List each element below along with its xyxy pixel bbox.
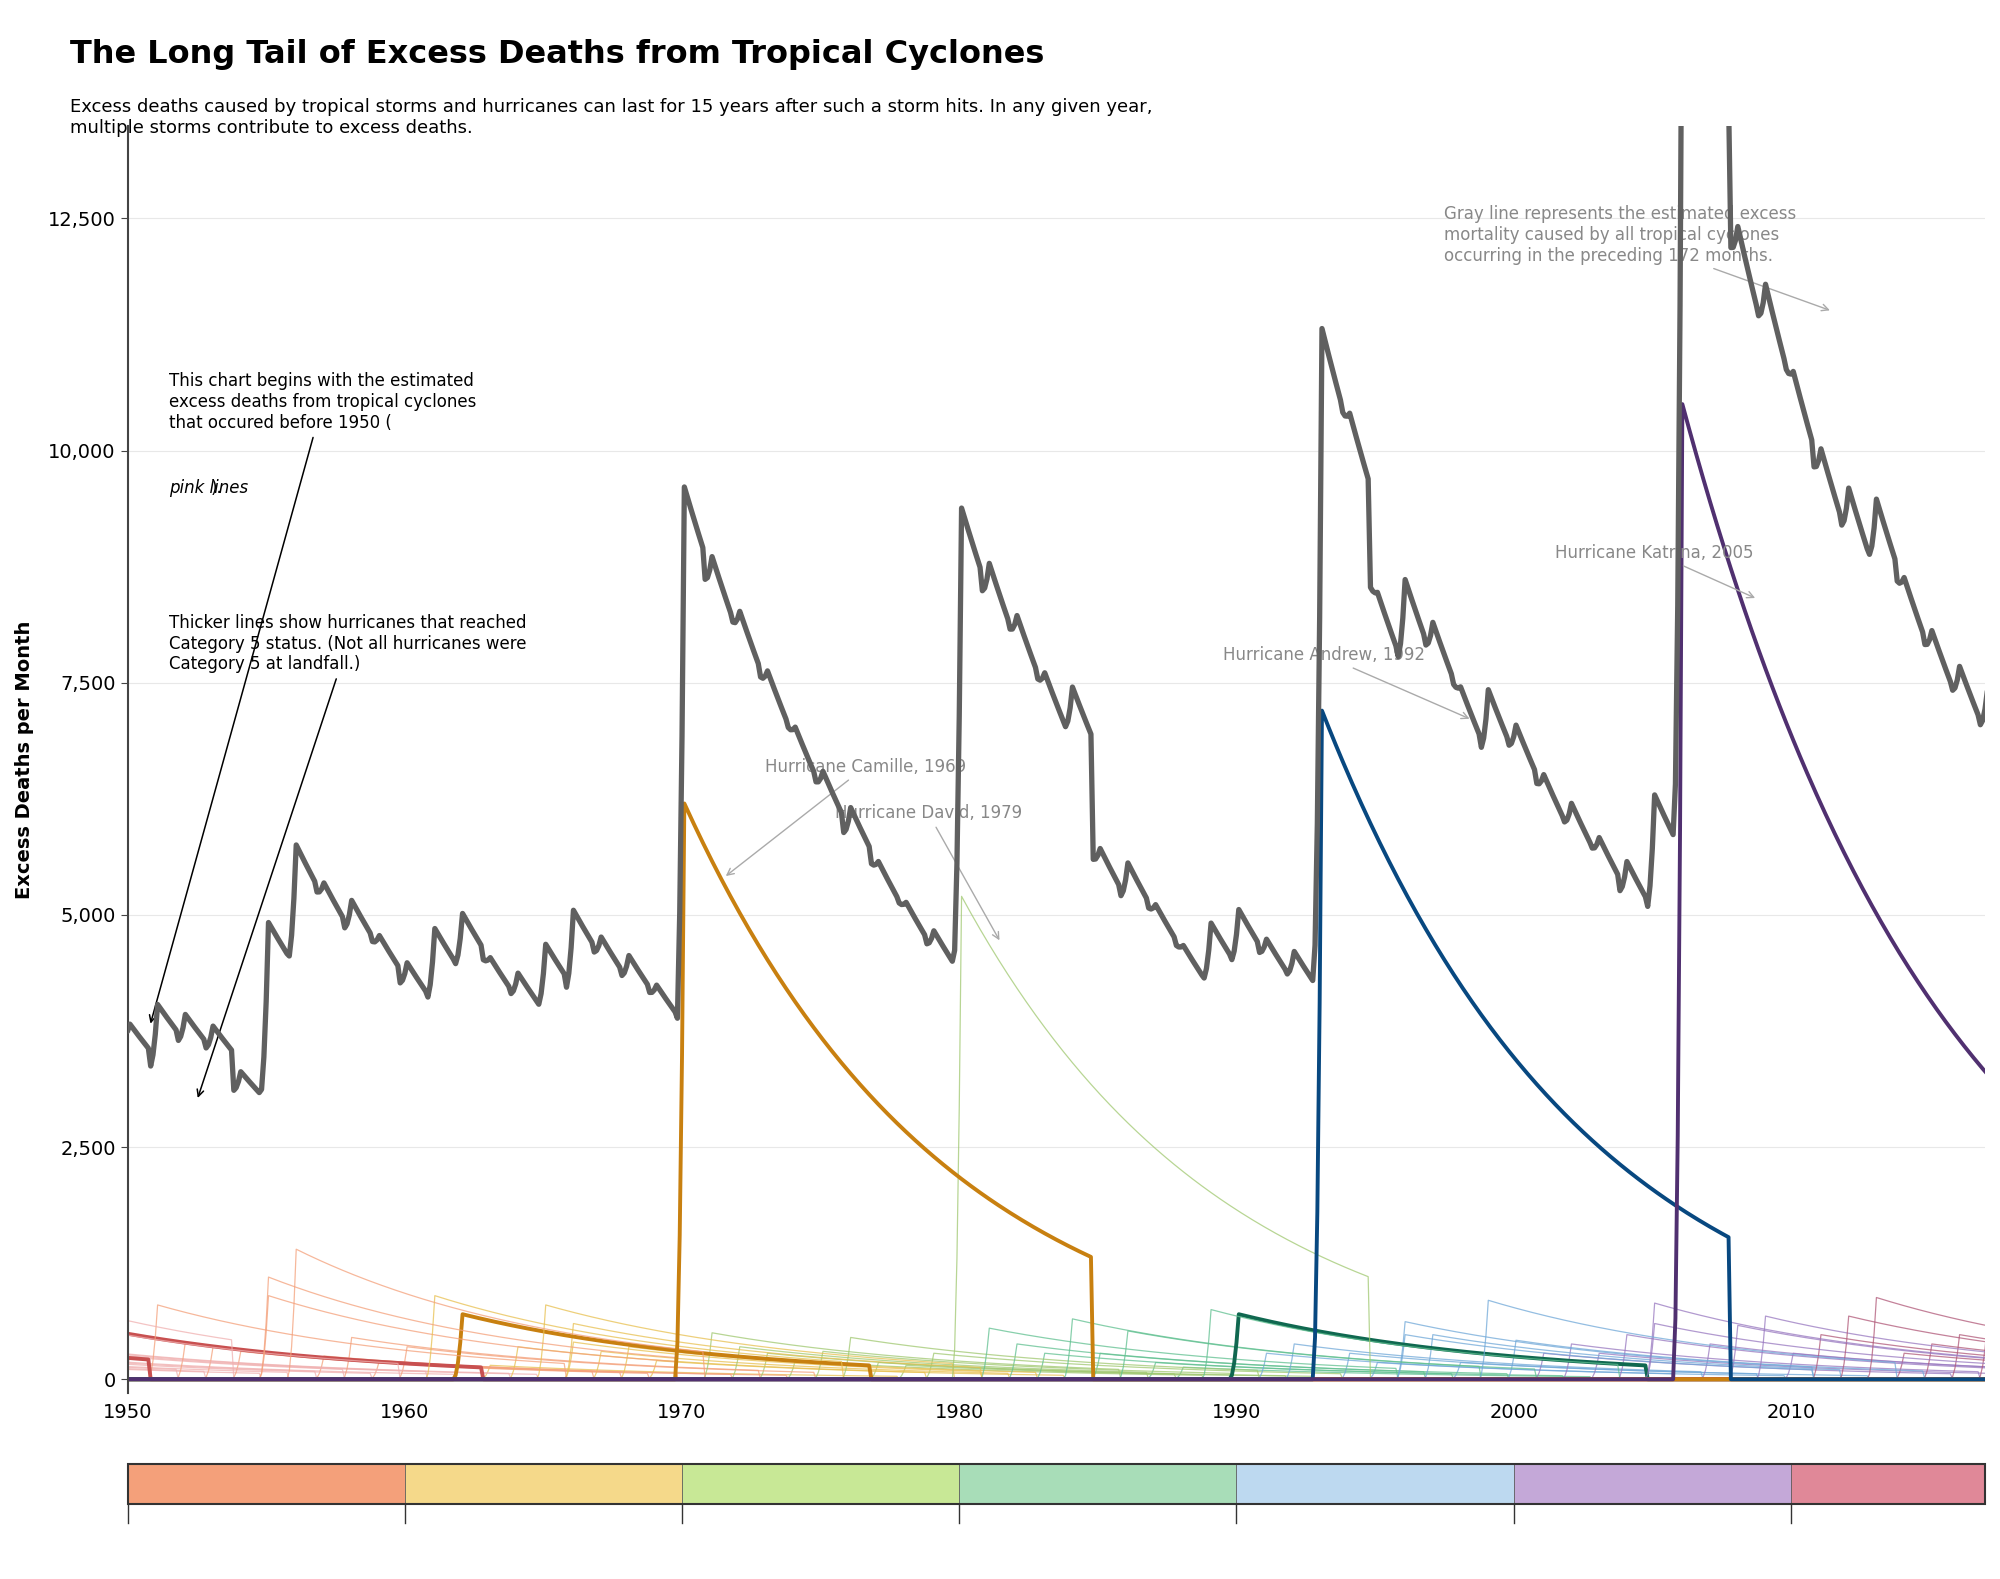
Text: This chart begins with the estimated
excess deaths from tropical cyclones
that o: This chart begins with the estimated exc…	[150, 373, 476, 1022]
Text: Hurricane Andrew, 1992: Hurricane Andrew, 1992	[1222, 646, 1468, 718]
Text: Hurricane Katrina, 2005: Hurricane Katrina, 2005	[1556, 545, 1754, 598]
Text: The Long Tail of Excess Deaths from Tropical Cyclones: The Long Tail of Excess Deaths from Trop…	[70, 39, 1044, 71]
Text: Excess deaths caused by tropical storms and hurricanes can last for 15 years aft: Excess deaths caused by tropical storms …	[70, 98, 1152, 137]
Text: ).: ).	[210, 478, 222, 497]
Text: pink lines: pink lines	[170, 478, 248, 497]
Text: Gray line represents the estimated excess
mortality caused by all tropical cyclo: Gray line represents the estimated exces…	[1444, 205, 1828, 311]
Y-axis label: Excess Deaths per Month: Excess Deaths per Month	[14, 621, 34, 898]
Text: Hurricane David, 1979: Hurricane David, 1979	[834, 804, 1022, 940]
Text: Hurricane Camille, 1969: Hurricane Camille, 1969	[728, 758, 966, 875]
Text: Thicker lines show hurricanes that reached
Category 5 status. (Not all hurricane: Thicker lines show hurricanes that reach…	[170, 614, 526, 1096]
